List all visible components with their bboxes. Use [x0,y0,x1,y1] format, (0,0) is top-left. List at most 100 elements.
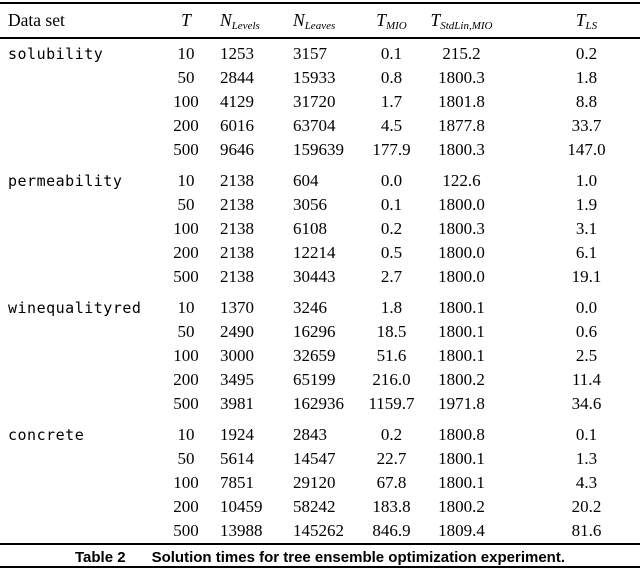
cell-dataset [0,320,162,344]
cell-t: 10 [177,171,195,190]
col-header-t: T [162,2,210,39]
cell-t-mio: 0.2 [380,425,403,444]
cell-t: 200 [173,116,199,135]
cell-n-leaves: 14547 [293,449,336,468]
cell-t: 10 [177,44,195,63]
cell-t-mio: 2.7 [380,267,403,286]
cell-t-ls: 2.5 [575,346,598,365]
table-row: 50 2844 15933 0.8 1800.3 1.8 [0,66,640,90]
cell-n-levels: 2138 [220,267,254,286]
cell-n-levels: 1370 [220,298,254,317]
cell-t-mio: 846.9 [372,521,411,540]
cell-n-levels: 3000 [220,346,254,365]
cell-t-stdlin-mio: 1800.0 [438,243,485,262]
table-row: 50 2490 16296 18.5 1800.1 0.6 [0,320,640,344]
table-row: 200 2138 12214 0.5 1800.0 6.1 [0,241,640,265]
cell-n-levels: 2138 [220,243,254,262]
bottom-rule [0,566,640,568]
cell-t-ls: 3.1 [575,219,598,238]
cell-dataset [0,495,162,519]
cell-t-stdlin-mio: 1800.1 [438,346,485,365]
cell-t: 10 [177,425,195,444]
cell-n-levels: 10459 [220,497,263,516]
cell-t-stdlin-mio: 1800.1 [438,298,485,317]
table-header: Data set T NLevels NLeaves TMIO TStdLin,… [0,2,640,39]
cell-t-stdlin-mio: 215.2 [442,44,481,63]
table-row: 50 5614 14547 22.7 1800.1 1.3 [0,447,640,471]
col-header-n-leaves: NLeaves [288,2,368,39]
cell-n-leaves: 145262 [293,521,344,540]
cell-t: 50 [177,195,195,214]
cell-n-levels: 1253 [220,44,254,63]
cell-t-stdlin-mio: 1800.2 [438,497,485,516]
cell-n-leaves: 159639 [293,140,344,159]
cell-n-levels: 3981 [220,394,254,413]
table-row: 500 3981 162936 1159.7 1971.8 34.6 [0,392,640,416]
cell-t: 500 [173,267,199,286]
col-header-t-stdlin-mio: TStdLin,MIO [415,2,508,39]
cell-t-stdlin-mio: 1800.1 [438,449,485,468]
cell-n-leaves: 3157 [293,44,327,63]
cell-n-leaves: 63704 [293,116,336,135]
cell-t-stdlin-mio: 1800.3 [438,68,485,87]
cell-dataset [0,241,162,265]
cell-t-mio: 1.8 [380,298,403,317]
cell-t: 100 [173,346,199,365]
table-row: 500 2138 30443 2.7 1800.0 19.1 [0,265,640,289]
table-row: 200 10459 58242 183.8 1800.2 20.2 [0,495,640,519]
cell-t-stdlin-mio: 1800.8 [438,425,485,444]
cell-dataset [0,519,162,544]
cell-t-mio: 0.1 [380,195,403,214]
cell-t: 500 [173,521,199,540]
cell-t-mio: 67.8 [376,473,407,492]
cell-dataset [0,217,162,241]
cell-t-stdlin-mio: 1800.1 [438,322,485,341]
cell-dataset [0,90,162,114]
cell-n-leaves: 16296 [293,322,336,341]
cell-n-levels: 3495 [220,370,254,389]
cell-t-ls: 0.2 [575,44,598,63]
cell-n-leaves: 6108 [293,219,327,238]
cell-t: 100 [173,219,199,238]
table-row: 500 13988 145262 846.9 1809.4 81.6 [0,519,640,544]
cell-t-stdlin-mio: 1800.1 [438,473,485,492]
cell-n-leaves: 30443 [293,267,336,286]
cell-n-leaves: 162936 [293,394,344,413]
cell-t-stdlin-mio: 1800.0 [438,267,485,286]
cell-t-stdlin-mio: 1800.2 [438,370,485,389]
cell-t-mio: 51.6 [376,346,407,365]
cell-t-mio: 1.7 [380,92,403,111]
header-label-t: T [181,10,191,30]
cell-n-levels: 7851 [220,473,254,492]
cell-t-ls: 34.6 [571,394,602,413]
cell-n-leaves: 3056 [293,195,327,214]
table-caption: Table 2 Solution times for tree ensemble… [0,549,640,566]
cell-t-mio: 22.7 [376,449,407,468]
cell-t: 200 [173,243,199,262]
cell-t-mio: 0.5 [380,243,403,262]
cell-n-levels: 9646 [220,140,254,159]
cell-dataset [0,265,162,289]
cell-n-levels: 2138 [220,171,254,190]
cell-t-ls: 1.0 [575,171,598,190]
table-body: solubility 10 1253 3157 0.1 215.2 0.2 50 2844 159… [0,38,640,544]
cell-n-levels: 1924 [220,425,254,444]
cell-t: 500 [173,140,199,159]
cell-t-ls: 0.0 [575,298,598,317]
cell-dataset: permeability [8,172,123,190]
cell-t-ls: 147.0 [567,140,606,159]
table-row: 200 6016 63704 4.5 1877.8 33.7 [0,114,640,138]
cell-t-ls: 0.1 [575,425,598,444]
cell-t: 50 [177,68,195,87]
cell-n-leaves: 12214 [293,243,336,262]
table-row: 100 7851 29120 67.8 1800.1 4.3 [0,471,640,495]
cell-t-mio: 0.1 [380,44,403,63]
cell-t-stdlin-mio: 1800.3 [438,140,485,159]
cell-dataset [0,447,162,471]
cell-t-ls: 11.4 [571,370,602,389]
cell-n-levels: 6016 [220,116,254,135]
cell-t: 200 [173,370,199,389]
table-row: 100 2138 6108 0.2 1800.3 3.1 [0,217,640,241]
cell-t-mio: 216.0 [372,370,411,389]
cell-t-stdlin-mio: 1801.8 [438,92,485,111]
